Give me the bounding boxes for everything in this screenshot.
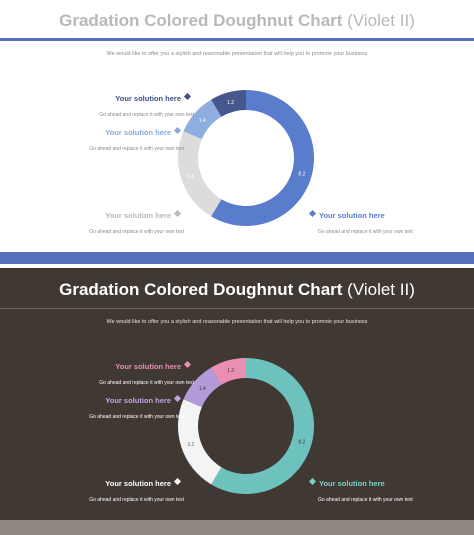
slice-label: 8.2 [298,439,305,445]
slice-label: 1.2 [227,368,234,374]
doughnut-slice [178,131,222,217]
section-bar [0,252,474,266]
doughnut-slice [183,367,222,408]
callout-label: Your solution here Go ahead and replace … [306,205,413,235]
title-rule [0,308,474,309]
slide-title: Gradation Colored Doughnut Chart (Violet… [59,280,415,299]
callout-desc: Go ahead and replace it with your own te… [318,497,413,503]
callout-desc: Go ahead and replace it with your own te… [89,414,184,420]
callout-label: Your solution here Go ahead and replace … [99,88,194,118]
diamond-icon [183,93,192,101]
callout-head: Your solution here [319,479,385,488]
callout-head: Your solution here [115,94,181,103]
slide-dark: Gradation Colored Doughnut Chart (Violet… [0,268,474,535]
slide-subtitle: We would like to offer you a stylish and… [106,319,368,325]
diamond-icon [173,127,182,135]
bottom-strip [0,520,474,535]
diamond-icon [173,210,182,218]
callout-head: Your solution here [319,211,385,220]
callout-label: Your solution here Go ahead and replace … [89,205,184,235]
callout-head: Your solution here [115,362,181,371]
slice-label: 1.4 [199,118,206,124]
diamond-icon [173,395,182,403]
doughnut-chart: 8.2 3.2 1.4 1.2 [178,358,314,494]
callout-label: Your solution here Go ahead and replace … [89,473,184,503]
doughnut-slice [178,399,222,485]
doughnut-slice [211,358,246,385]
slice-label: 1.4 [199,386,206,392]
callout-desc: Go ahead and replace it with your own te… [99,112,194,118]
callout-label: Your solution here Go ahead and replace … [89,390,184,420]
callout-label: Your solution here Go ahead and replace … [306,473,413,503]
slice-label: 3.2 [187,174,194,180]
slide-subtitle: We would like to offer you a stylish and… [106,51,368,57]
doughnut-slice [211,90,246,117]
divider [0,264,474,268]
slice-label: 3.2 [187,442,194,448]
callout-desc: Go ahead and replace it with your own te… [318,229,413,235]
callout-desc: Go ahead and replace it with your own te… [89,229,184,235]
slide-light: Gradation Colored Doughnut Chart (Violet… [0,0,474,262]
doughnut-slice [183,99,222,140]
doughnut-chart: 8.2 3.2 1.4 1.2 [178,90,314,226]
callout-head: Your solution here [105,396,171,405]
slice-label: 8.2 [298,171,305,177]
callout-label: Your solution here Go ahead and replace … [99,356,194,386]
diamond-icon [173,478,182,486]
callout-head: Your solution here [105,211,171,220]
callout-desc: Go ahead and replace it with your own te… [99,380,194,386]
diamond-icon [308,478,317,486]
doughnut-slice [211,90,314,226]
callout-head: Your solution here [105,128,171,137]
title-rule [0,38,474,41]
slide-title: Gradation Colored Doughnut Chart (Violet… [59,11,415,30]
diamond-icon [308,210,317,218]
callout-label: Your solution here Go ahead and replace … [89,122,184,152]
callout-desc: Go ahead and replace it with your own te… [89,146,184,152]
callout-desc: Go ahead and replace it with your own te… [89,497,184,503]
doughnut-slice [211,358,314,494]
slice-label: 1.2 [227,100,234,106]
callout-head: Your solution here [105,479,171,488]
diamond-icon [183,361,192,369]
